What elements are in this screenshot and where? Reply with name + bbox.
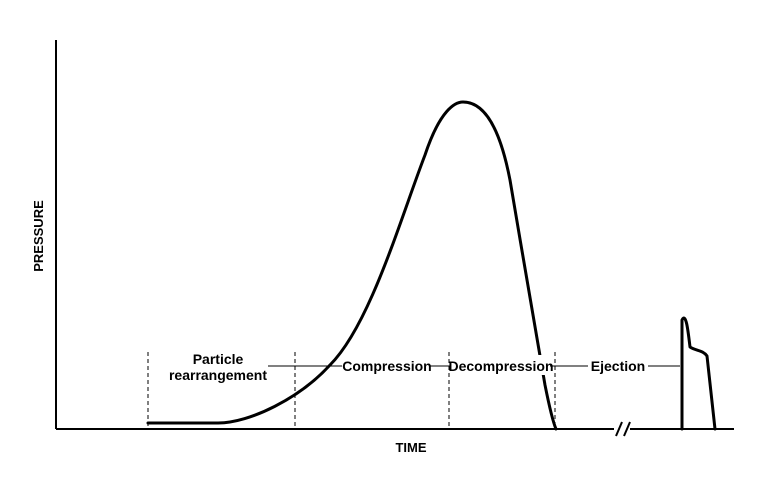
phase-label-ejection: Ejection [591, 358, 645, 374]
ejection-peak-curve [680, 316, 717, 431]
axis-break-marker [615, 421, 631, 437]
phase-label-compression: Compression [342, 358, 431, 374]
label-bg-compression [344, 355, 428, 375]
x-axis-label: TIME [395, 440, 426, 455]
y-axis-label: PRESSURE [31, 200, 46, 272]
phase-label-particle-rearrangement-line1: Particle [193, 351, 244, 367]
phase-label-particle-rearrangement-line2: rearrangement [169, 367, 267, 383]
phase-label-decompression: Decompression [448, 358, 553, 374]
label-bg-decompression [452, 355, 550, 375]
pressure-curve [146, 100, 558, 431]
